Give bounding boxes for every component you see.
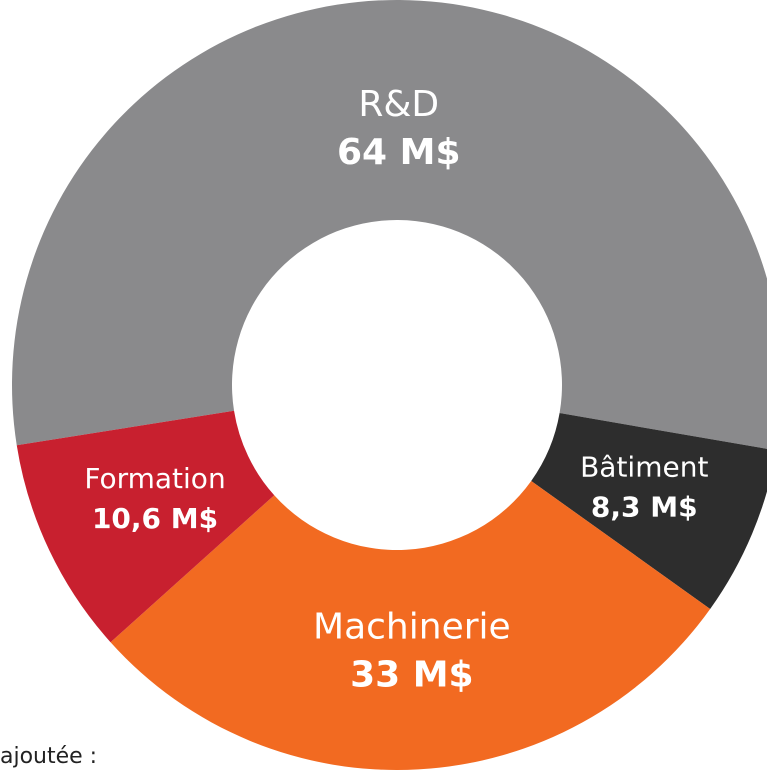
note: ajoutée : bbox=[0, 744, 97, 769]
donut-segment bbox=[531, 413, 767, 609]
segment-name: Machinerie bbox=[313, 607, 511, 648]
segment-name: Bâtiment bbox=[580, 450, 708, 483]
donut-segment bbox=[110, 480, 711, 770]
segment-value: 33 M$ bbox=[350, 655, 474, 696]
donut-segment bbox=[16, 410, 275, 643]
segment-name: R&D bbox=[358, 84, 439, 125]
donut-segment bbox=[12, 0, 767, 449]
segment-value: 10,6 M$ bbox=[92, 502, 218, 535]
segment-value: 64 M$ bbox=[337, 132, 461, 173]
segment-value: 8,3 M$ bbox=[591, 490, 698, 523]
segment-name: Formation bbox=[84, 462, 225, 495]
